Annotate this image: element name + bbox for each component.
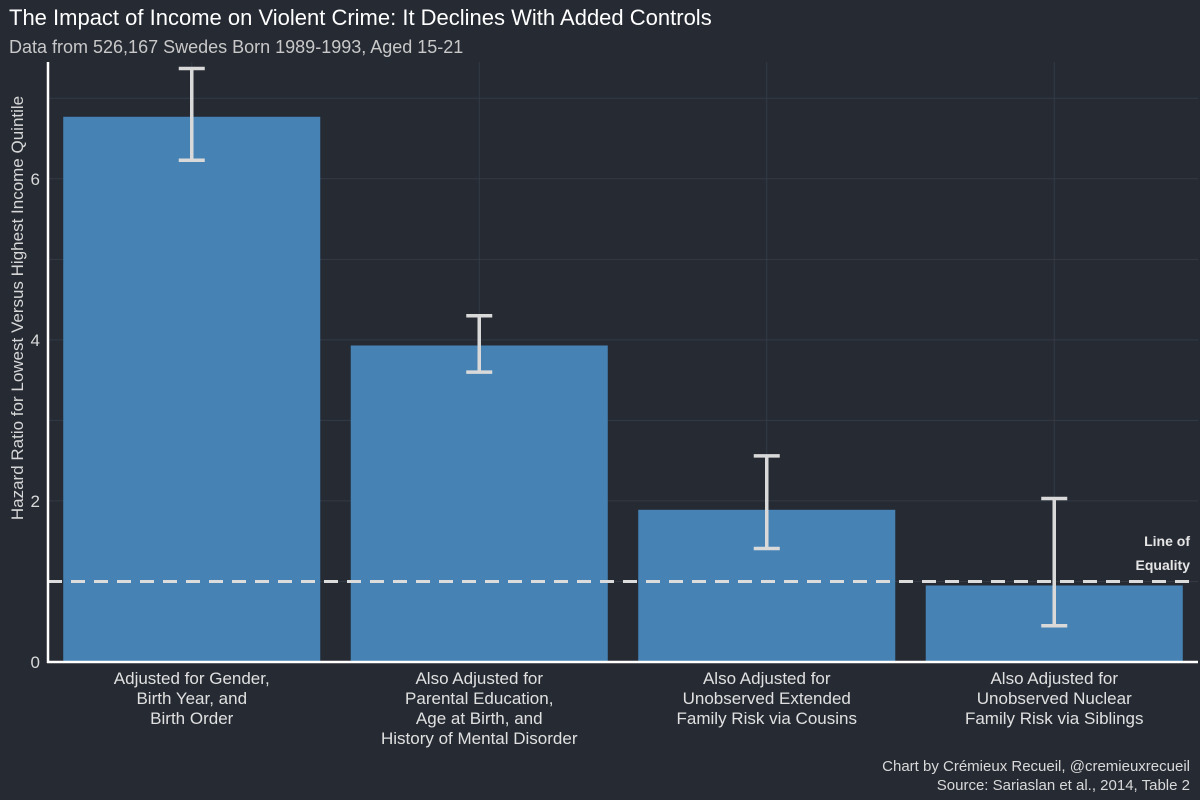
line-of-equality-label: Line of Equality — [1136, 533, 1191, 573]
y-tick-label: 6 — [31, 170, 40, 189]
x-tick-label: Also Adjusted for — [703, 669, 831, 688]
bars — [63, 116, 1183, 663]
x-tick-label: History of Mental Disorder — [381, 729, 578, 748]
x-tick-label: Family Risk via Cousins — [677, 709, 857, 728]
chart-title: The Impact of Income on Violent Crime: I… — [9, 5, 712, 30]
x-tick-label: Parental Education, — [405, 689, 553, 708]
ref-label-line: Line of — [1144, 533, 1190, 549]
x-tick-label: Also Adjusted for — [990, 669, 1118, 688]
x-tick-label: Unobserved Nuclear — [977, 689, 1132, 708]
x-tick-label: Family Risk via Siblings — [965, 709, 1144, 728]
bar — [63, 116, 321, 663]
error-bar — [466, 313, 493, 374]
x-tick-label: Also Adjusted for — [415, 669, 543, 688]
y-tick-label: 2 — [31, 492, 40, 511]
y-tick-label: 4 — [31, 331, 40, 350]
bar — [350, 345, 608, 662]
caption-line: Source: Sariaslan et al., 2014, Table 2 — [937, 777, 1190, 794]
chart-subtitle: Data from 526,167 Swedes Born 1989-1993,… — [9, 37, 463, 57]
x-tick-label: Birth Order — [150, 709, 233, 728]
x-tick-label: Birth Year, and — [136, 689, 247, 708]
caption: Chart by Crémieux Recueil, @cremieuxrecu… — [882, 758, 1190, 794]
x-tick-label: Adjusted for Gender, — [114, 669, 270, 688]
ref-label-line: Equality — [1136, 557, 1191, 573]
y-ticks: 0 2 4 6 — [31, 170, 40, 672]
error-bar — [753, 454, 780, 551]
x-tick-label: Age at Birth, and — [416, 709, 543, 728]
x-tick-label: Unobserved Extended — [683, 689, 851, 708]
caption-line: Chart by Crémieux Recueil, @cremieuxrecu… — [882, 758, 1190, 775]
error-bar — [1041, 496, 1068, 628]
error-bar — [178, 66, 205, 163]
x-ticks: Adjusted for Gender,Birth Year, andBirth… — [114, 669, 1144, 748]
error-bars — [178, 66, 1068, 628]
y-tick-label: 0 — [31, 653, 40, 672]
y-axis-label: Hazard Ratio for Lowest Versus Highest I… — [8, 96, 27, 520]
